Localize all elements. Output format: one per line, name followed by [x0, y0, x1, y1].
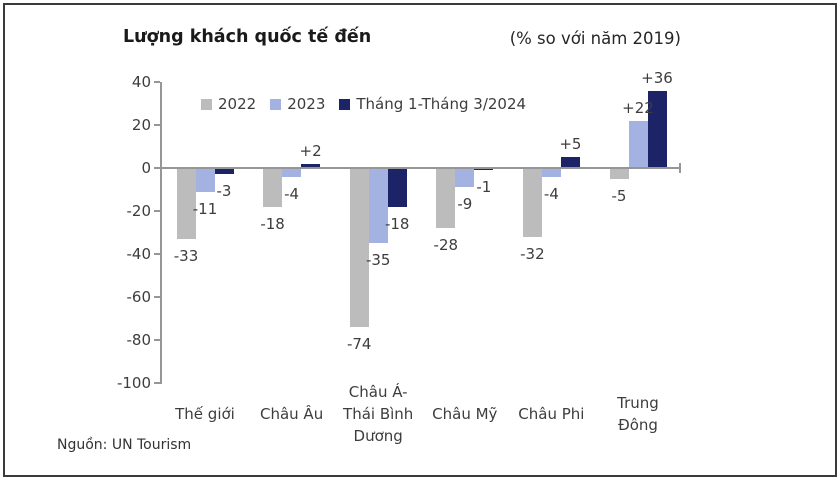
legend-label: Tháng 1-Tháng 3/2024	[356, 95, 527, 113]
category-label: Trung Đông	[617, 394, 659, 434]
bar-value-label: -4	[284, 184, 300, 203]
bar-value-label: -4	[543, 184, 559, 203]
y-tick-mark	[154, 81, 160, 83]
bar-value-label: -28	[433, 236, 459, 255]
bar-2023	[368, 168, 388, 244]
bar-2023	[282, 168, 302, 177]
bar-Tháng 1-Tháng 3/2024	[301, 163, 321, 168]
category-label: Châu Á- Thái Bình Dương	[343, 383, 414, 445]
bar-2022	[436, 168, 456, 229]
bar-value-label: -74	[346, 335, 372, 354]
y-tick-mark	[154, 167, 160, 169]
y-tick-label: -80	[126, 331, 152, 349]
bar-2022	[522, 168, 542, 237]
y-tick-label: 0	[141, 159, 151, 177]
bar-2022	[263, 168, 283, 207]
bar-value-label: -9	[457, 195, 473, 214]
source-note: Nguồn: UN Tourism	[57, 437, 192, 453]
legend: 2022 2023 Tháng 1-Tháng 3/2024	[201, 95, 526, 113]
category-label: Châu Mỹ	[432, 405, 498, 423]
legend-item: 2023	[270, 95, 325, 113]
category-label: Thế giới	[175, 405, 235, 423]
bar-value-label: -1	[476, 178, 492, 197]
chart-title: Lượng khách quốc tế đến	[123, 27, 372, 47]
bar-2023	[195, 168, 215, 192]
bar-value-label: -11	[192, 199, 218, 218]
bar-value-label: -5	[611, 186, 627, 205]
bar-value-label: -18	[260, 214, 285, 233]
bar-value-label: -3	[216, 182, 232, 201]
legend-swatch	[201, 98, 212, 110]
category-label: Châu Phi	[518, 405, 585, 423]
bar-2022	[349, 168, 369, 328]
bar-2022	[609, 168, 629, 179]
bar-Tháng 1-Tháng 3/2024	[647, 90, 667, 168]
y-tick-label: -40	[126, 245, 152, 263]
category-label: Châu Âu	[259, 405, 324, 423]
y-tick-mark	[154, 339, 160, 341]
bar-2022	[176, 168, 196, 239]
legend-label: 2023	[287, 95, 326, 113]
zero-line	[160, 167, 680, 169]
bar-value-label: +2	[299, 141, 322, 160]
legend-item: Tháng 1-Tháng 3/2024	[339, 95, 526, 113]
y-tick-label: -100	[116, 374, 151, 392]
y-tick-label: 20	[131, 116, 151, 134]
legend-item: 2022	[201, 95, 256, 113]
bar-value-label: -33	[173, 246, 199, 265]
bar-value-label: +36	[641, 68, 673, 87]
legend-label: 2022	[218, 95, 257, 113]
bar-value-label: -32	[520, 244, 545, 263]
y-tick-mark	[154, 253, 160, 255]
y-tick-mark	[154, 296, 160, 298]
y-tick-label: -20	[126, 202, 152, 220]
bar-value-label: +5	[559, 135, 582, 154]
y-tick-mark	[154, 124, 160, 126]
bar-2023	[541, 168, 561, 177]
bar-value-label: -18	[384, 214, 410, 233]
y-tick-label: -60	[126, 288, 152, 306]
bar-Tháng 1-Tháng 3/2024	[474, 168, 494, 171]
bar-2023	[455, 168, 475, 188]
bar-value-label: +22	[622, 98, 654, 117]
chart-subtitle: (% so với năm 2019)	[509, 29, 681, 48]
y-tick-label: 40	[131, 73, 151, 91]
bar-2023	[628, 120, 648, 168]
bar-Tháng 1-Tháng 3/2024	[214, 168, 234, 175]
bar-Tháng 1-Tháng 3/2024	[560, 157, 580, 168]
zero-line-end-tick	[679, 163, 681, 173]
y-axis-line	[160, 82, 162, 384]
bar-value-label: -35	[365, 251, 391, 270]
bar-Tháng 1-Tháng 3/2024	[387, 168, 407, 207]
y-tick-mark	[154, 210, 160, 212]
chart-border-frame	[3, 3, 837, 477]
y-tick-mark	[154, 382, 160, 384]
legend-swatch	[339, 98, 351, 110]
legend-swatch	[270, 98, 282, 110]
